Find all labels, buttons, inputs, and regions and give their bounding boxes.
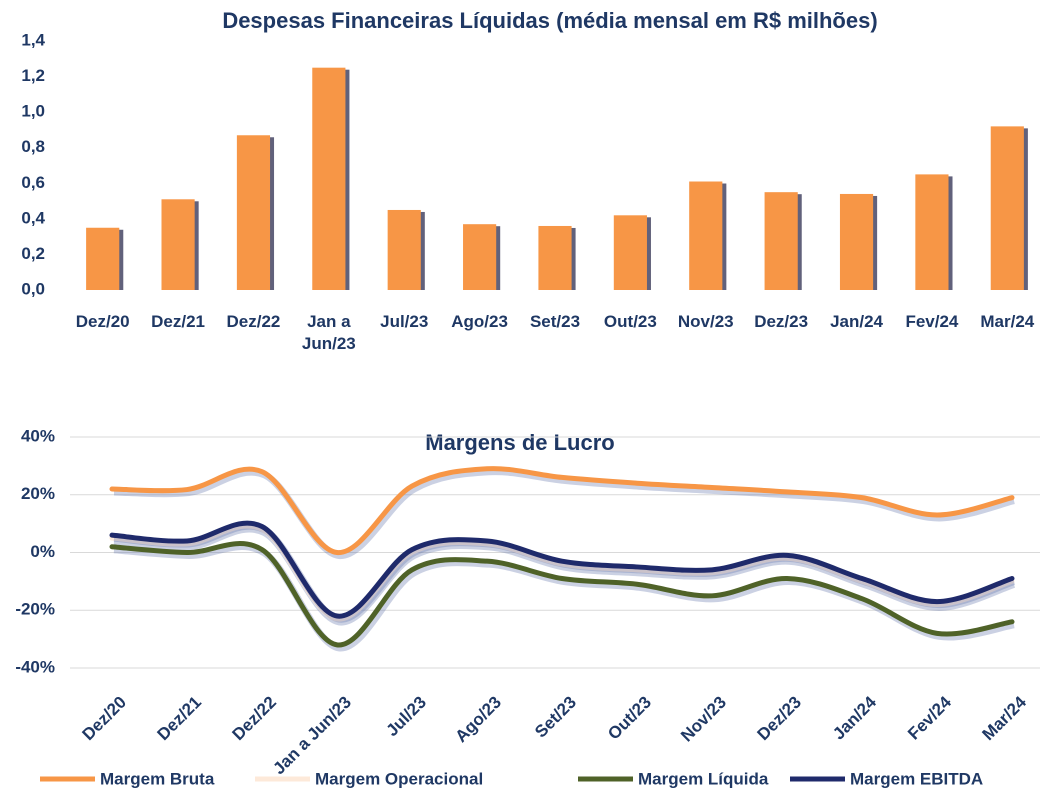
- y-tick-label: 40%: [21, 426, 55, 445]
- y-tick-label: 1,4: [21, 30, 45, 49]
- series-line: [109, 541, 1015, 648]
- bar: [236, 135, 271, 290]
- x-tick-label: Mar/24: [978, 692, 1030, 744]
- x-tick-label: Out/23: [603, 312, 657, 331]
- y-tick-label: -20%: [15, 600, 55, 619]
- y-tick-label: 0%: [30, 542, 55, 561]
- x-tick-label: Jan a Jun/23: [269, 693, 355, 779]
- bar: [915, 174, 949, 290]
- x-tick-label: Nov/23: [677, 312, 734, 331]
- y-tick-label: 20%: [21, 484, 55, 503]
- x-tick-label: Dez/20: [78, 693, 130, 745]
- chart-title: Margens de Lucro: [425, 430, 614, 455]
- x-tick-label: Ago/23: [451, 312, 508, 331]
- x-tick-label: Jan/24: [830, 312, 883, 331]
- bar: [387, 209, 421, 290]
- bar: [86, 227, 120, 290]
- x-tick-label: Dez/22: [226, 312, 281, 331]
- x-tick-label: Jul/23: [380, 312, 429, 331]
- bar: [538, 225, 572, 290]
- x-tick-label: Set/23: [529, 312, 581, 331]
- bar: [463, 224, 497, 290]
- x-tick-label: Dez/22: [228, 693, 280, 745]
- series-line: [109, 520, 1015, 619]
- bar: [613, 215, 647, 290]
- y-tick-label: 0,4: [21, 208, 45, 227]
- x-tick-label: Dez/21: [151, 312, 205, 331]
- chart-title: Despesas Financeiras Líquidas (média men…: [222, 8, 877, 33]
- series-line: [109, 466, 1015, 555]
- x-tick-label: Dez/21: [153, 693, 205, 745]
- y-tick-label: -40%: [15, 657, 55, 676]
- x-tick-label: Fev/24: [905, 312, 959, 331]
- y-tick-label: 0,8: [21, 137, 45, 156]
- x-tick-label: Dez/20: [75, 312, 130, 331]
- x-tick-label: Dez/23: [754, 312, 809, 331]
- bar: [161, 199, 195, 290]
- x-tick-label: Mar/24: [980, 312, 1035, 331]
- x-tick-label: Dez/23: [753, 693, 805, 745]
- bar: [689, 181, 723, 290]
- x-tick-label: Fev/24: [904, 692, 955, 743]
- y-tick-label: 0,2: [21, 244, 45, 263]
- y-tick-label: 1,2: [21, 66, 45, 85]
- x-tick-label: Out/23: [604, 693, 655, 744]
- y-tick-label: 0,0: [21, 279, 45, 298]
- x-tick-label: Jan a Jun/23: [301, 312, 356, 353]
- x-tick-label: Nov/23: [677, 693, 730, 746]
- legend-label: Margem EBITDA: [850, 769, 983, 788]
- bar: [312, 67, 346, 290]
- bar: [839, 193, 874, 290]
- x-tick-label: Ago/23: [451, 693, 505, 747]
- legend-label: Margem Bruta: [100, 769, 215, 788]
- series-line: [109, 523, 1015, 622]
- x-tick-label: Jul/23: [382, 693, 430, 741]
- legend-label: Margem Líquida: [638, 769, 769, 788]
- bar: [764, 192, 798, 290]
- bar: [990, 126, 1024, 290]
- x-tick-label: Jan/24: [829, 692, 880, 743]
- legend-label: Margem Operacional: [315, 769, 483, 788]
- x-tick-label: Set/23: [531, 693, 580, 742]
- y-tick-label: 0,6: [21, 173, 45, 192]
- y-tick-label: 1,0: [21, 102, 45, 121]
